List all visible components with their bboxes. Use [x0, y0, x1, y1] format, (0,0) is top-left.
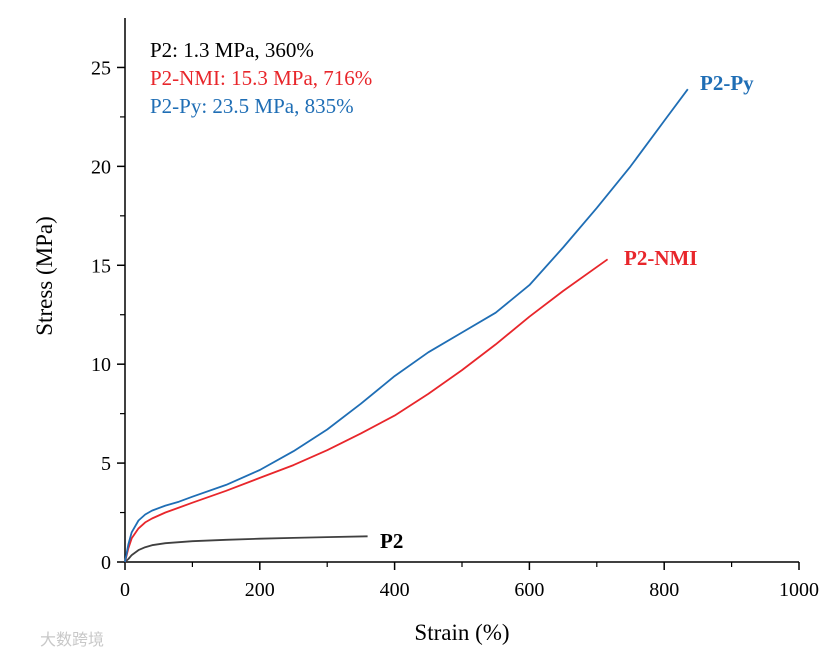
series-layer: [124, 88, 689, 563]
y-tick-label: 15: [91, 255, 111, 277]
annotation-p2: P2: 1.3 MPa, 360%: [150, 38, 314, 62]
series-line-p2-py: [124, 88, 689, 563]
annotation-p2-py: P2-Py: 23.5 MPa, 835%: [150, 94, 354, 118]
y-tick-label: 0: [101, 552, 111, 574]
x-axis-title: Strain (%): [414, 620, 509, 645]
x-tick-label: 800: [649, 579, 679, 601]
x-tick-label: 0: [120, 579, 130, 601]
x-tick-label: 600: [514, 579, 544, 601]
axes: 0 200 400 600 800 1000 0 5 10 15 20 25: [91, 18, 819, 601]
y-tick-label: 25: [91, 57, 111, 79]
y-axis-title: Stress (MPa): [32, 216, 57, 335]
y-tick-label: 5: [101, 453, 111, 475]
y-tick-label: 20: [91, 156, 111, 178]
annotation-p2-nmi: P2-NMI: 15.3 MPa, 716%: [150, 66, 372, 90]
x-tick-label: 200: [245, 579, 275, 601]
x-tick-label: 400: [380, 579, 410, 601]
y-tick-label: 10: [91, 354, 111, 376]
x-tick-label: 1000: [779, 579, 819, 601]
series-line-p2-nmi: [124, 258, 609, 563]
end-label-p2: P2: [380, 529, 403, 553]
end-label-p2-nmi: P2-NMI: [624, 246, 697, 270]
series-line-p2: [124, 535, 368, 563]
watermark: 大数跨境: [40, 630, 104, 649]
end-label-p2-py: P2-Py: [700, 71, 754, 95]
